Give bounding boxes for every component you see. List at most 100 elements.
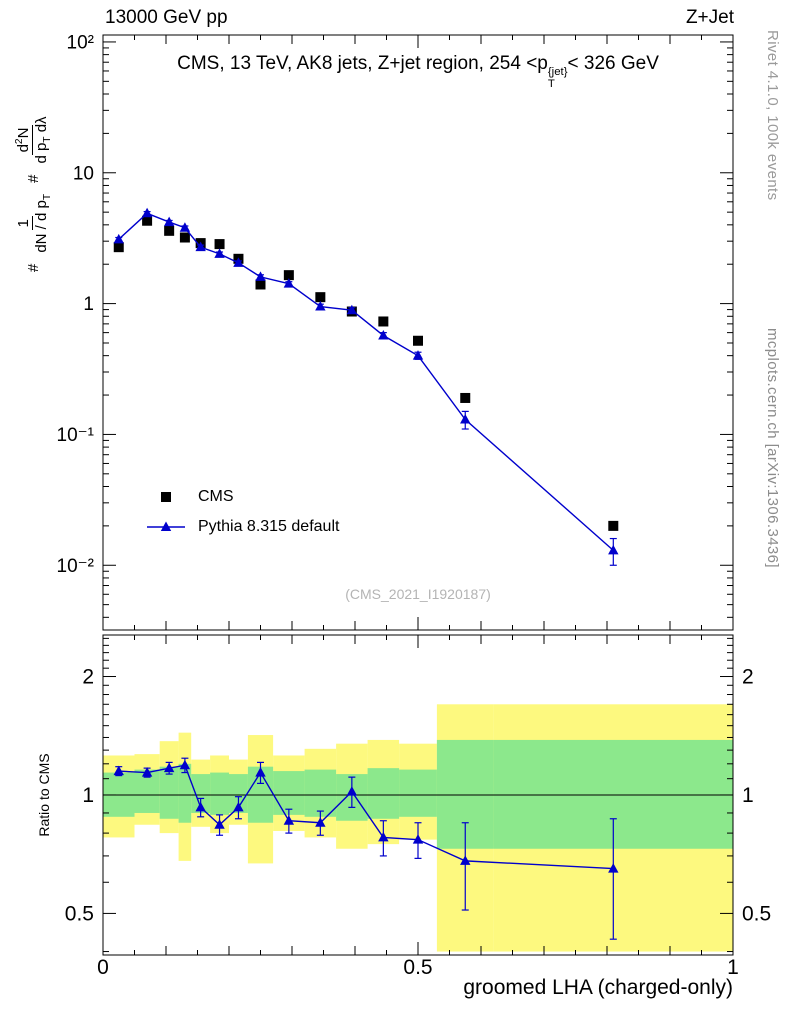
main-y-tick-label: 1: [83, 294, 94, 315]
mcplots-arxiv-note: mcplots.cern.ch [arXiv:1306.3436]: [764, 328, 781, 568]
ratio-y-tick-label-right: 2: [742, 666, 754, 689]
ratio-series: [113, 757, 619, 940]
frac1-numerator: 1: [14, 216, 33, 231]
plot-title-post: < 326 GeV: [567, 53, 659, 74]
pythia-data-point: [460, 414, 471, 424]
ratio-data-point: [283, 815, 295, 825]
cms-data-point: [315, 292, 326, 303]
analysis-id-watermark: (CMS_2021_I1920187): [345, 586, 491, 602]
cms-data-point: [164, 225, 175, 236]
beam-energy-label: 13000 GeV pp: [105, 7, 228, 28]
pythia-data-point: [412, 350, 424, 360]
pythia-series: [113, 207, 619, 566]
ratio-data-point: [255, 767, 266, 777]
cms-data-point: [608, 520, 619, 531]
green-band-bin: [159, 766, 179, 819]
ratio-data-point: [346, 786, 358, 796]
pythia-data-point: [179, 222, 191, 232]
ratio-data-point: [315, 817, 326, 827]
cms-data-point: [179, 232, 190, 243]
cms-marker-icon: [161, 492, 171, 502]
y-title-fraction-2: d2N d pT dλ: [14, 113, 53, 166]
green-band-bin: [178, 763, 192, 823]
green-band-bin: [273, 771, 305, 815]
process-label: Z+Jet: [685, 7, 734, 28]
main-y-tick-label: 10: [73, 163, 94, 184]
cms-data-point: [255, 279, 266, 290]
green-band-bin: [304, 769, 337, 817]
ratio-y-axis-title: Ratio to CMS: [36, 753, 52, 837]
x-tick-label: 0: [97, 956, 109, 979]
pythia-data-point: [233, 257, 244, 267]
ratio-data-point: [195, 801, 206, 812]
ratio-data-point: [179, 759, 191, 770]
ratio-data-point: [214, 819, 225, 829]
plot-title-sup: {jet}: [547, 66, 568, 79]
x-tick-label: 1: [727, 956, 739, 979]
ratio-y-tick-label-right: 1: [742, 784, 754, 807]
green-band-bin: [191, 774, 211, 813]
pythia-data-point: [346, 304, 358, 315]
ratio-y-tick-label-left: 2: [82, 666, 94, 689]
pythia-data-point: [283, 278, 295, 288]
pythia-data-point: [315, 301, 326, 311]
green-band-bin: [367, 768, 400, 819]
cms-data-point: [413, 335, 423, 346]
ratio-data-point: [163, 762, 175, 773]
ratio-data-point: [141, 767, 153, 777]
ratio-data-point: [233, 801, 244, 812]
ratio-data-point: [113, 765, 124, 776]
rivet-version-note: Rivet 4.1.0, 100k events: [764, 30, 781, 201]
ratio-data-point: [608, 863, 619, 873]
pythia-data-point: [141, 207, 153, 218]
green-band-bin: [210, 772, 229, 815]
y-title-fraction-1: 1 dN / d pT: [14, 191, 53, 256]
hash-symbol: #: [25, 174, 42, 183]
main-y-tick-label: 10²: [67, 32, 94, 53]
frac2-numerator: d2N: [14, 124, 33, 156]
legend-entry-cms: CMS: [146, 482, 339, 512]
ratio-data-point: [460, 855, 471, 865]
frac2-denominator: d pT dλ: [33, 116, 53, 164]
legend: CMS Pythia 8.315 default: [146, 482, 339, 542]
cms-data-point: [142, 215, 153, 226]
legend-label-pythia: Pythia 8.315 default: [198, 518, 340, 535]
ratio-y-tick-label-left: 0.5: [65, 902, 94, 925]
main-y-tick-label: 10⁻¹: [57, 425, 95, 446]
pythia-data-point: [195, 241, 206, 252]
pythia-data-point: [608, 544, 619, 555]
plot-title-pre: CMS, 13 TeV, AK8 jets, Z+jet region, 254…: [177, 53, 548, 74]
pythia-marker-icon: [147, 521, 185, 531]
main-y-axis-title: # 1 dN / d pT # d2N d pT dλ: [14, 113, 53, 272]
ratio-data-point: [378, 831, 389, 842]
cms-data-point: [113, 242, 124, 253]
pythia-triangle-marker: [160, 521, 172, 531]
pt-jet-supsub: {jet} T: [547, 66, 568, 91]
cms-data-point: [378, 316, 389, 327]
pythia-data-point: [163, 216, 175, 227]
legend-entry-pythia: Pythia 8.315 default: [146, 512, 339, 542]
cms-data-point: [283, 270, 294, 281]
cms-data-point: [460, 392, 471, 403]
x-axis-title: groomed LHA (charged-only): [463, 976, 733, 999]
plot-title-sub: T: [547, 78, 555, 91]
green-band-bin: [399, 769, 437, 817]
pythia-data-point: [113, 233, 124, 244]
pythia-data-point: [255, 271, 266, 281]
x-tick-label: 0.5: [403, 956, 432, 979]
ratio-data-point: [412, 834, 424, 844]
cms-data-point: [214, 239, 225, 250]
hash-symbol: #: [25, 263, 42, 272]
ratio-y-tick-label-left: 1: [82, 784, 94, 807]
main-y-tick-label: 10⁻²: [57, 556, 95, 577]
pythia-data-point: [378, 330, 389, 340]
tick-labels: 10² 10 1 10⁻¹ 10⁻² 2 2 1 1 0.5 0.5 0 0.5 1: [57, 32, 772, 979]
legend-label-cms: CMS: [198, 488, 234, 505]
green-band-bin: [229, 774, 248, 813]
cms-square-marker: [161, 492, 171, 502]
frac1-denominator: dN / d pT: [32, 193, 53, 253]
ratio-y-tick-label-right: 0.5: [742, 902, 771, 925]
plot-title: CMS, 13 TeV, AK8 jets, Z+jet region, 254…: [103, 53, 733, 91]
pythia-data-point: [214, 248, 225, 258]
